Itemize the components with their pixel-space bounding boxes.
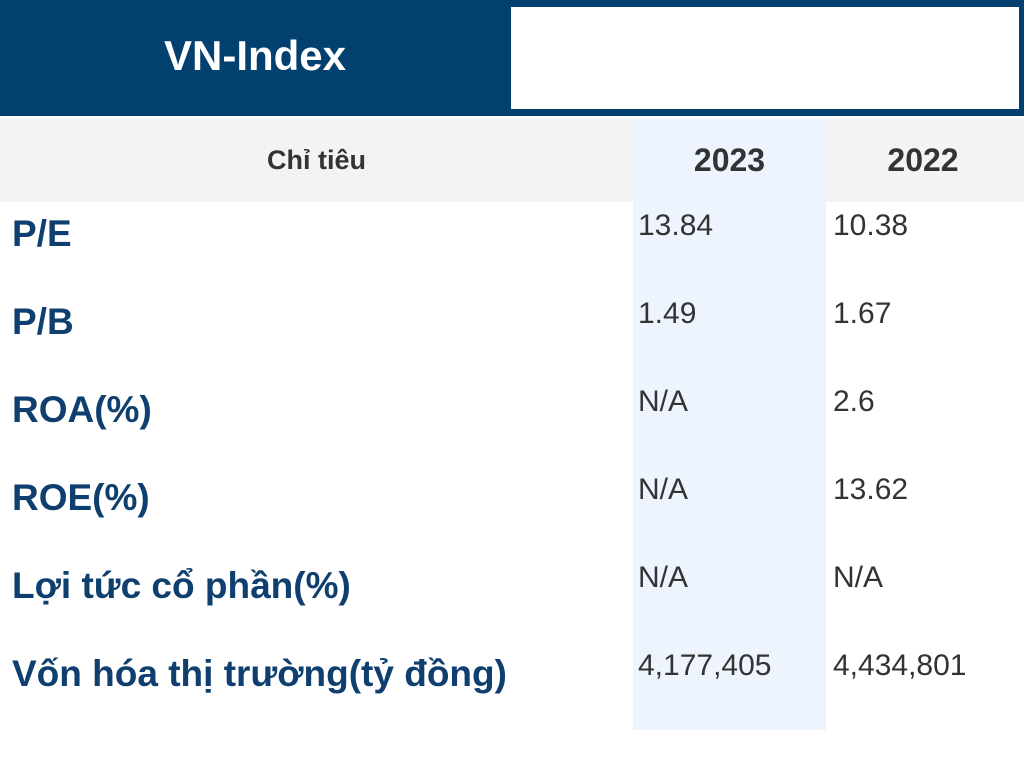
- column-header-2023: 2023: [693, 141, 766, 178]
- highlight-column-2023: [633, 118, 826, 730]
- row-label: P/E: [12, 213, 72, 254]
- cell-2023: N/A: [638, 561, 689, 594]
- column-header-indicator: Chỉ tiêu: [267, 144, 366, 175]
- column-header-2022: 2022: [887, 141, 959, 178]
- row-label: Lợi tức cổ phần(%): [12, 565, 351, 606]
- cell-2022: 10.38: [833, 209, 909, 242]
- row-label: P/B: [12, 301, 74, 342]
- cell-2023: 4,177,405: [638, 649, 772, 682]
- table-row-market-cap: Vốn hóa thị trường(tỷ đồng) 4,177,405 4,…: [0, 644, 1024, 732]
- table-row-dividend-yield: Lợi tức cổ phần(%) N/A N/A: [0, 556, 1024, 644]
- row-label: ROA(%): [12, 389, 152, 430]
- table-row-pb: P/B 1.49 1.67: [0, 292, 1024, 380]
- cell-2023: 13.84: [638, 209, 714, 242]
- cell-2023: 1.49: [638, 297, 697, 330]
- header-blank-panel: [511, 7, 1019, 109]
- cell-2022: 2.6: [833, 385, 875, 418]
- cell-2022: 1.67: [833, 297, 892, 330]
- table-header-row: [0, 118, 1024, 202]
- cell-2023: N/A: [638, 385, 689, 418]
- header-bar: VN-Index: [0, 0, 1024, 116]
- cell-2022: 4,434,801: [833, 649, 967, 682]
- row-label: ROE(%): [12, 477, 150, 518]
- table-row-roe: ROE(%) N/A 13.62: [0, 468, 1024, 556]
- cell-2022: 13.62: [833, 473, 909, 506]
- index-title: VN-Index: [163, 32, 347, 79]
- table-row-roa: ROA(%) N/A 2.6: [0, 380, 1024, 468]
- cell-2022: N/A: [833, 561, 884, 594]
- row-label: Vốn hóa thị trường(tỷ đồng): [12, 653, 507, 694]
- cell-2023: N/A: [638, 473, 689, 506]
- table-row-pe: P/E 13.84 10.38: [0, 204, 1024, 292]
